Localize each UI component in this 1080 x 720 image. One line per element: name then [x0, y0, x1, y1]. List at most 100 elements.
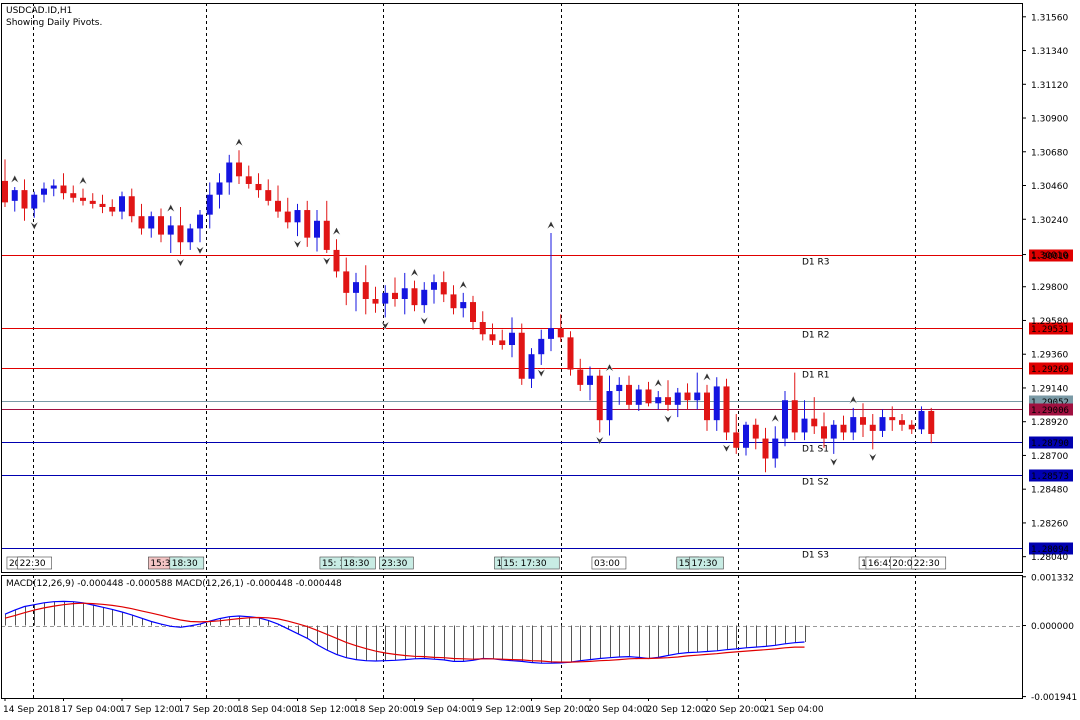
session-tag-label: 18:30 — [343, 559, 369, 569]
candle-body — [674, 392, 681, 405]
macd-tick-label: 0.000000 — [1031, 622, 1074, 632]
macd-signal-line — [4, 602, 805, 663]
fractal-down-arrow — [868, 453, 877, 462]
pivot-price-box — [1029, 542, 1073, 555]
fractal-down-arrow — [176, 258, 185, 268]
fractal-up-arrow — [702, 372, 712, 382]
candle-body — [284, 211, 291, 223]
fractal-up-arrow — [78, 176, 88, 185]
fractal-up-arrow — [410, 268, 419, 277]
fractal-down-arrow — [722, 443, 731, 453]
candle-body — [743, 424, 749, 448]
session-tag-label: 22:30 — [20, 559, 46, 569]
current-price-label: 1.29006 — [1031, 406, 1069, 416]
candle-body — [197, 214, 203, 229]
candle-body — [479, 322, 486, 335]
session-tag-label: 1 — [496, 559, 502, 569]
pivot-name: D1 S3 — [802, 551, 829, 561]
fractal-up-arrow — [166, 203, 175, 213]
candle-body — [489, 334, 496, 341]
time-label: 20 Sep 12:00 — [647, 705, 707, 715]
session-tag-label: 15: 17:30 — [503, 559, 547, 569]
candle-body — [275, 200, 281, 212]
price-tick-label: 1.31560 — [1031, 13, 1068, 23]
candle-body — [733, 432, 740, 448]
session-tag-box — [169, 556, 205, 570]
time-label: 20 Sep 04:00 — [588, 705, 648, 715]
candle-body — [567, 337, 574, 370]
time-label: 17 Sep 20:00 — [179, 705, 239, 715]
pivot-name: D1 S2 — [802, 478, 829, 488]
fractal-up-arrow — [654, 378, 663, 388]
macd-tick-label: 0.001332 — [1031, 573, 1074, 583]
fractal-up-arrow — [332, 226, 341, 236]
pivot-price-label: 1.28573 — [1031, 472, 1069, 482]
candle-body — [70, 193, 77, 198]
candle-body — [255, 183, 262, 191]
session-tag-box — [17, 556, 52, 570]
time-label: 19 Sep 20:00 — [530, 705, 590, 715]
candle-body — [713, 386, 720, 421]
pivot-name: D1 S1 — [802, 445, 829, 455]
pivot-price-box — [1029, 322, 1073, 335]
candle-body — [723, 386, 730, 433]
candle-body — [314, 220, 320, 238]
fractal-down-arrow — [30, 221, 39, 231]
price-tick-label: 1.30680 — [1031, 148, 1068, 158]
session-tag-label: 23:30 — [381, 559, 407, 569]
session-tag-label: 03:00 — [594, 559, 620, 569]
time-label: 14 Sep 2018 — [3, 705, 60, 715]
session-tag-box — [689, 556, 724, 570]
day-separators — [33, 3, 916, 698]
macd-indicator — [1, 600, 1022, 664]
candle-body — [421, 289, 428, 306]
session-tag-box — [911, 556, 947, 570]
candle-body — [245, 176, 252, 184]
candle-body — [177, 225, 184, 243]
session-tag-label: 20:0 — [892, 559, 912, 569]
candle-body — [694, 392, 701, 401]
candle-body — [304, 210, 311, 238]
candle-body — [928, 410, 935, 434]
candle-body — [148, 216, 155, 229]
candle-body — [41, 188, 47, 195]
candle-body — [869, 424, 876, 431]
candle-body — [811, 418, 818, 427]
time-label: 21 Sep 04:00 — [764, 705, 824, 715]
current-price-box — [1029, 403, 1073, 416]
pivot-price-box — [1029, 362, 1073, 375]
fractal-up-arrow — [771, 413, 780, 423]
current-price-label: 1.29052 — [1031, 398, 1069, 408]
candle-body — [830, 424, 837, 439]
pivot-price-label: 1.28094 — [1031, 545, 1069, 555]
candle-body — [782, 400, 788, 439]
price-tick-label: 1.31340 — [1031, 47, 1068, 57]
candle-body — [343, 271, 350, 293]
macd-title: MACD(12,26,9) -0.000448 -0.000588 MACD(1… — [6, 579, 342, 589]
candle-body — [80, 197, 86, 201]
fractal-down-arrow — [322, 256, 331, 266]
candle-body — [577, 369, 584, 385]
fractal-up-arrow — [459, 280, 468, 290]
session-tag-label: 18:30 — [172, 559, 198, 569]
pivot-levels: D1 R3 D1 R2 D1 R1 D1 S1 D1 S2 D1 S3 — [1, 255, 1022, 561]
session-tag-label: 20: — [9, 559, 23, 569]
candle-body — [119, 196, 125, 212]
candle-body — [850, 417, 857, 433]
candle-body — [616, 384, 623, 392]
candle-body — [450, 294, 457, 309]
candle-body — [206, 194, 213, 215]
price-tick-label: 1.29360 — [1031, 351, 1068, 361]
time-label: 18 Sep 04:00 — [237, 705, 297, 715]
candle-body — [762, 438, 769, 459]
price-tick-label: 1.30900 — [1031, 115, 1068, 125]
price-tick-label: 1.30460 — [1031, 182, 1068, 192]
candle-body — [440, 282, 447, 295]
candle-body — [226, 162, 233, 183]
time-label: 17 Sep 04:00 — [62, 705, 122, 715]
candle-body — [548, 328, 554, 339]
candle-body — [528, 354, 535, 379]
candlestick-series — [2, 150, 935, 473]
